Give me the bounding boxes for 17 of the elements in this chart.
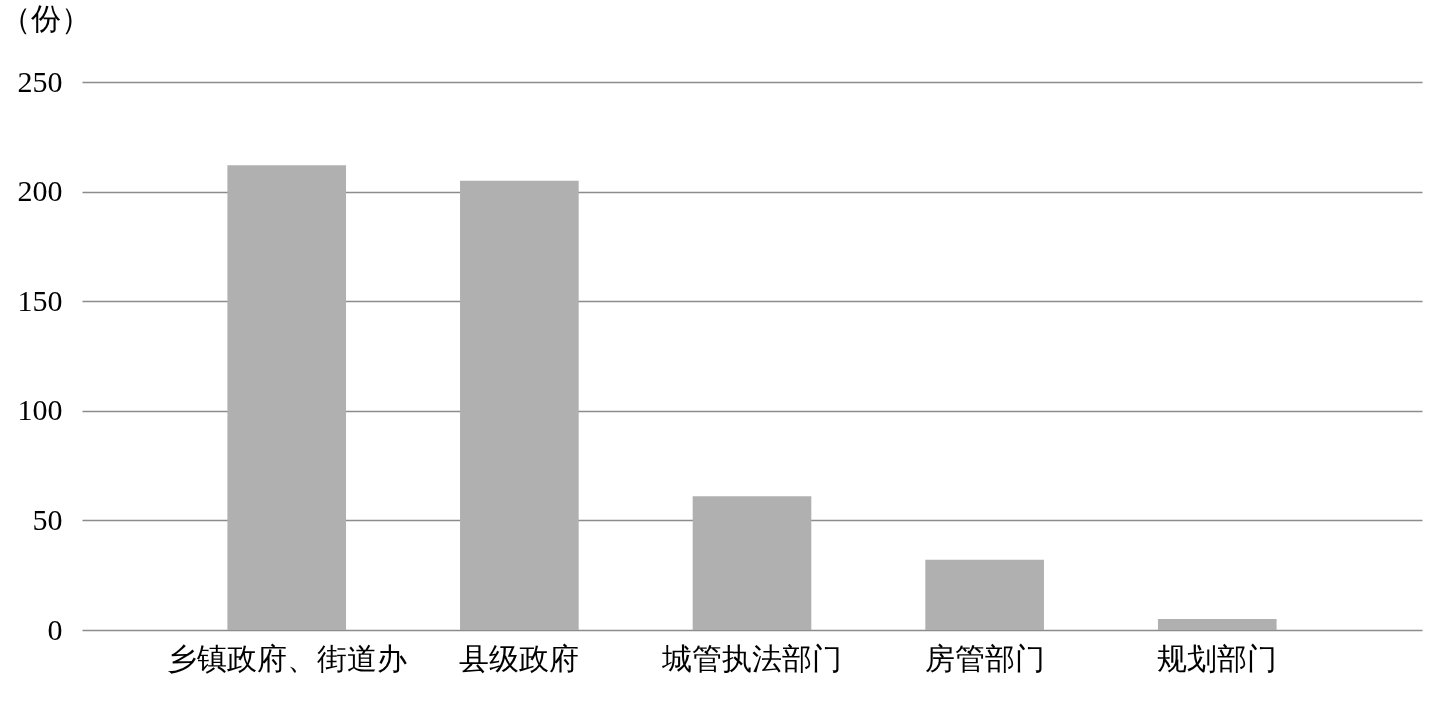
- bar: [925, 559, 1044, 630]
- bar: [460, 180, 579, 630]
- y-tick-label: 250: [17, 64, 63, 98]
- x-tick-label: 房管部门: [924, 641, 1045, 675]
- y-tick-label: 50: [32, 502, 63, 536]
- x-tick-label: 县级政府: [459, 641, 580, 675]
- y-tick-label: 0: [47, 612, 63, 646]
- bar: [227, 165, 347, 630]
- y-axis-title: （份）: [0, 1, 91, 35]
- x-tick-label: 城管执法部门: [661, 641, 842, 675]
- x-tick-label: 规划部门: [1157, 641, 1278, 675]
- y-tick-label: 200: [17, 174, 63, 208]
- bar: [1157, 619, 1277, 630]
- y-tick-label: 100: [17, 393, 63, 427]
- y-tick-label: 150: [17, 283, 63, 317]
- bar: [692, 496, 812, 630]
- x-tick-label: 乡镇政府、街道办: [166, 641, 407, 675]
